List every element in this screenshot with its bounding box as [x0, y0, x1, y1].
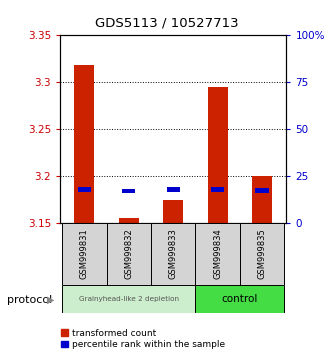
Bar [151, 223, 195, 285]
Legend: transformed count, percentile rank within the sample: transformed count, percentile rank withi… [61, 329, 225, 349]
Bar [240, 223, 284, 285]
Bar [122, 189, 136, 194]
Text: GSM999833: GSM999833 [168, 229, 178, 279]
Bar [119, 218, 139, 223]
Bar [195, 223, 240, 285]
Bar [166, 187, 180, 192]
Bar [78, 187, 91, 192]
Text: GSM999835: GSM999835 [257, 229, 266, 279]
Bar [74, 65, 94, 223]
Bar [163, 200, 183, 223]
Bar [211, 187, 224, 192]
Bar [255, 188, 269, 193]
Text: GDS5113 / 10527713: GDS5113 / 10527713 [95, 17, 238, 29]
Bar [207, 87, 227, 223]
Bar [195, 285, 284, 313]
Text: protocol: protocol [7, 295, 52, 305]
Text: GSM999834: GSM999834 [213, 229, 222, 279]
Text: GSM999831: GSM999831 [80, 229, 89, 279]
Bar [107, 223, 151, 285]
Text: ▶: ▶ [47, 295, 55, 305]
Bar [62, 223, 107, 285]
Text: Grainyhead-like 2 depletion: Grainyhead-like 2 depletion [79, 296, 179, 302]
Bar [252, 176, 272, 223]
Text: GSM999832: GSM999832 [124, 229, 133, 279]
Text: control: control [221, 294, 258, 304]
Bar [62, 285, 195, 313]
